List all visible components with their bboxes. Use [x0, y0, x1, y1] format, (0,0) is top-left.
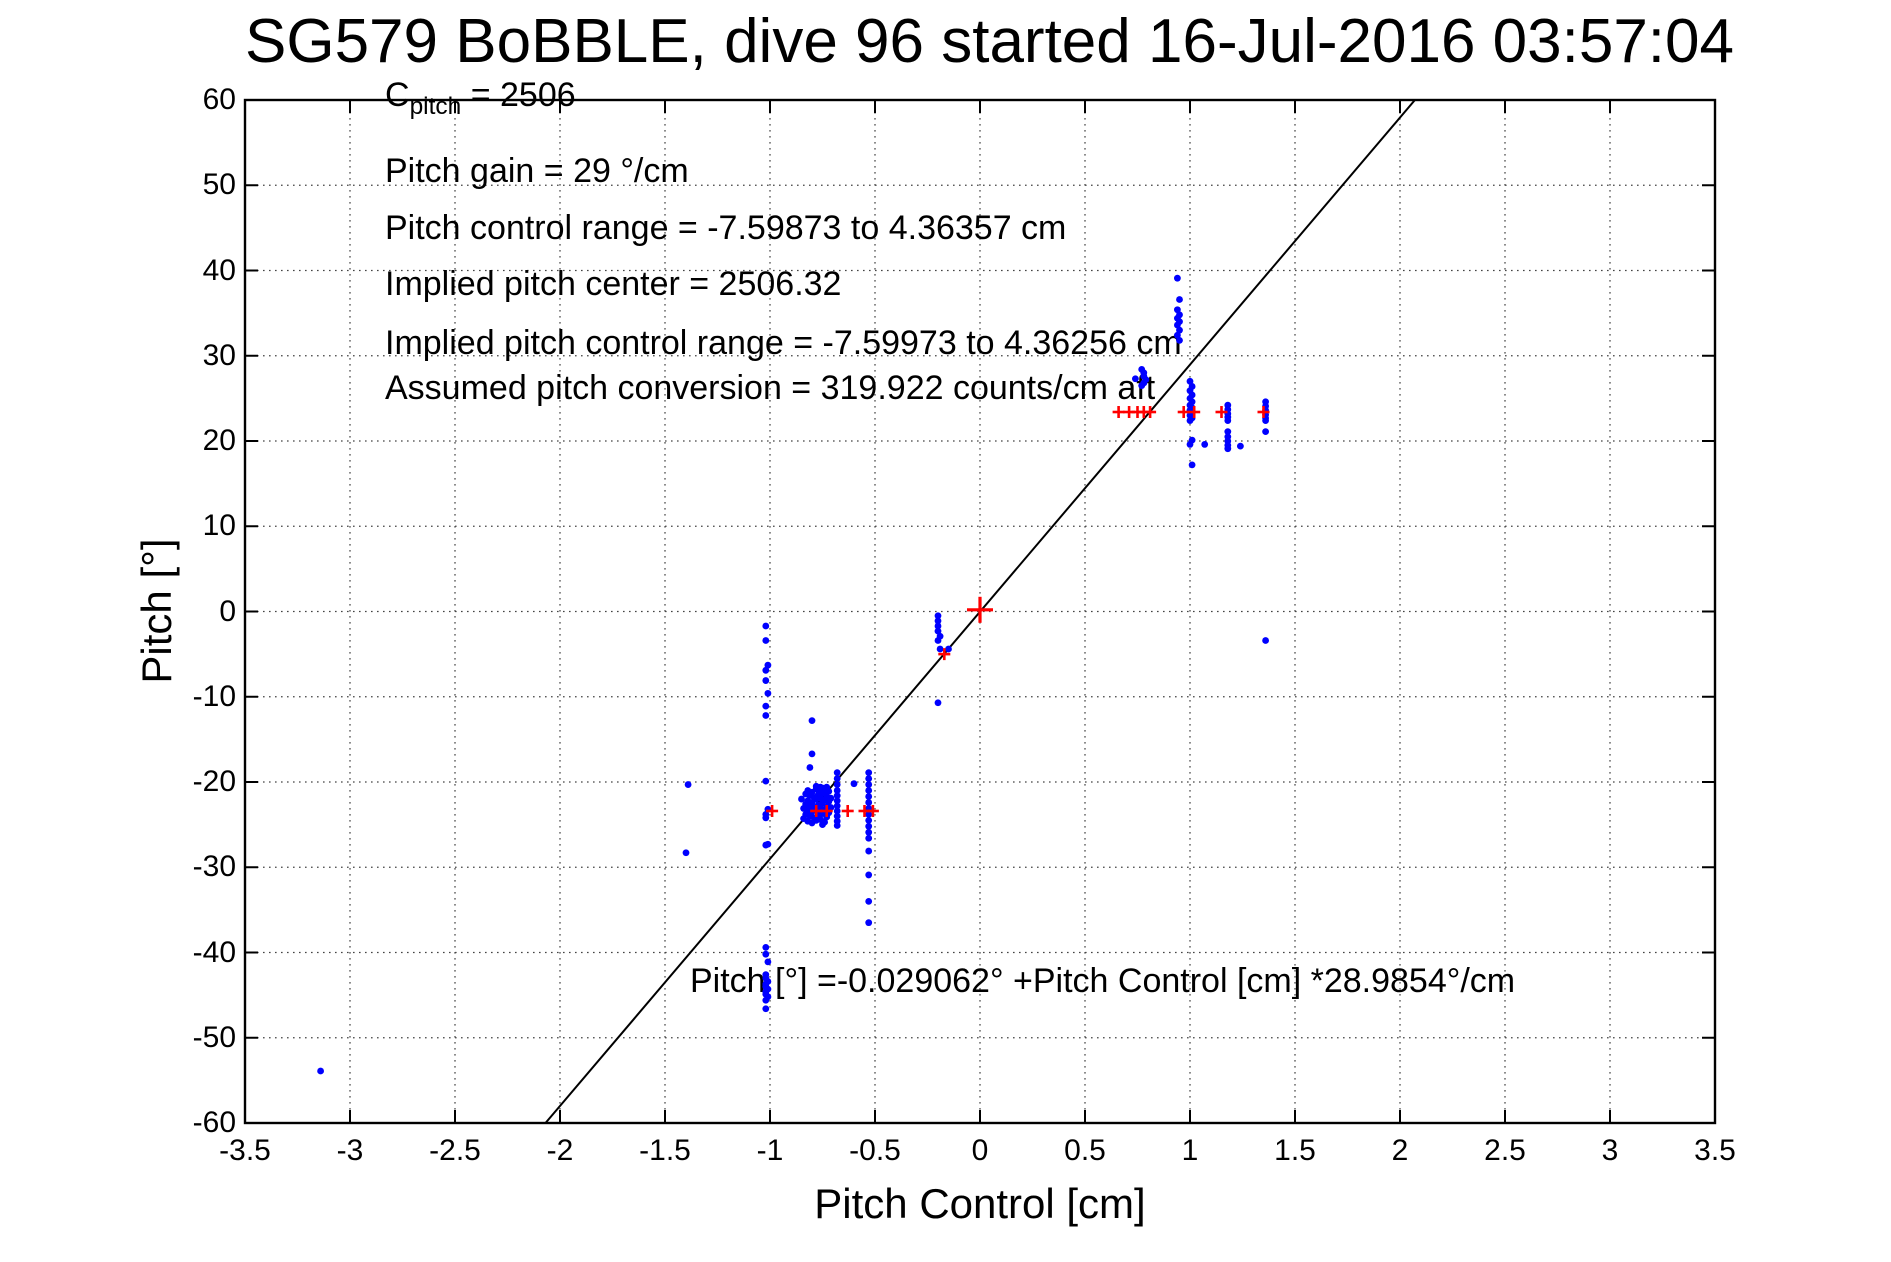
x-tick-label: -1.5 — [639, 1134, 691, 1167]
chart-title: SG579 BoBBLE, dive 96 started 16-Jul-201… — [245, 7, 1734, 76]
x-axis-label: Pitch Control [cm] — [814, 1180, 1146, 1227]
y-tick-label: -50 — [192, 1020, 236, 1054]
x-tick-label: -0.5 — [849, 1134, 901, 1167]
y-tick-label: -40 — [192, 935, 236, 969]
annotation-pitch-gain: Pitch gain = 29 °/cm — [385, 152, 689, 190]
y-tick-label: 20 — [202, 424, 236, 457]
y-tick-label: 10 — [202, 509, 236, 543]
annotation-c-pitch: Cpitch = 2506 — [385, 76, 576, 121]
x-tick-label: 2.5 — [1484, 1134, 1526, 1167]
x-tick-label: -2 — [546, 1134, 574, 1167]
annotation-c-pitch-base: C — [385, 76, 410, 114]
annotation-c-pitch-value: = 2506 — [461, 76, 576, 114]
annotation-pitch-control-range: Pitch control range = -7.59873 to 4.3635… — [385, 209, 1067, 247]
x-tick-label: 0 — [971, 1134, 989, 1167]
y-tick-label: -60 — [192, 1106, 236, 1139]
fit-equation-text: Pitch [°] =-0.029062° +Pitch Control [cm… — [690, 962, 1516, 1000]
y-tick-label: 50 — [202, 168, 236, 202]
y-tick-label: -10 — [192, 679, 236, 713]
y-tick-label: 0 — [219, 594, 236, 628]
x-tick-label: 3.5 — [1694, 1134, 1736, 1167]
annotation-implied-pitch-control-range: Implied pitch control range = -7.59973 t… — [385, 324, 1182, 362]
y-tick-label: -20 — [192, 765, 236, 798]
x-tick-label: 2 — [1391, 1134, 1409, 1167]
y-tick-label: -30 — [192, 850, 236, 884]
x-tick-label: -2.5 — [429, 1134, 481, 1167]
x-tick-label: -1 — [756, 1134, 784, 1167]
annotation-assumed-pitch-conversion: Assumed pitch conversion = 319.922 count… — [385, 369, 1156, 407]
x-tick-label: 1.5 — [1274, 1134, 1316, 1167]
x-tick-label: 0.5 — [1064, 1134, 1106, 1167]
y-tick-label: 40 — [202, 253, 236, 287]
x-tick-label: 3 — [1601, 1134, 1619, 1167]
y-tick-label: 30 — [202, 338, 236, 372]
annotation-implied-pitch-center: Implied pitch center = 2506.32 — [385, 265, 842, 303]
x-tick-label: -3 — [336, 1134, 364, 1167]
x-tick-label: -3.5 — [219, 1134, 271, 1167]
y-tick-label: 60 — [202, 83, 236, 116]
x-tick-label: 1 — [1181, 1134, 1199, 1167]
annotation-c-pitch-subscript: pitch — [409, 92, 462, 120]
